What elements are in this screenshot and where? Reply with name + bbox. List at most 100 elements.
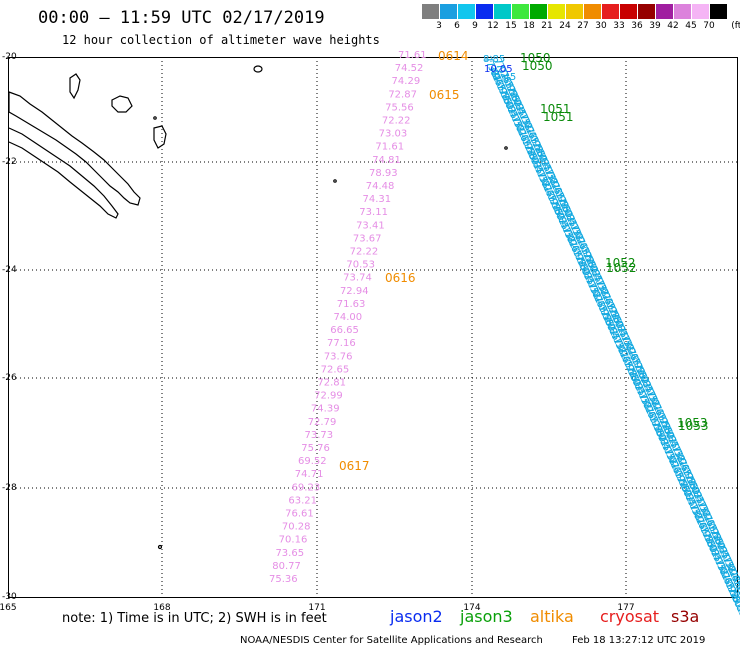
- altika-swh-value: 74.48: [366, 181, 395, 192]
- island-north: [69, 73, 81, 100]
- altika-swh-value: 72.99: [314, 391, 343, 402]
- credit-text: NOAA/NESDIS Center for Satellite Applica…: [240, 635, 543, 646]
- coastline: [8, 65, 508, 550]
- page-subtitle: 12 hour collection of altimeter wave hei…: [62, 33, 380, 47]
- legend-swatch: [512, 4, 530, 19]
- legend-swatch: [440, 4, 458, 19]
- altika-swh-value: 74.00: [334, 312, 363, 323]
- legend-label: 24: [559, 21, 571, 31]
- altika-swh-value: 75.56: [385, 102, 414, 113]
- altika-swh-value: 77.16: [327, 338, 356, 349]
- lon-label: 165: [0, 603, 17, 613]
- altika-time-label: 0616: [385, 271, 416, 285]
- jason3-time-label: 1053: [677, 416, 708, 430]
- lon-label: 171: [308, 603, 326, 613]
- jason3-time-label: 1050: [522, 59, 553, 73]
- lat-label: -22: [2, 157, 17, 167]
- sat-s3a: s3a: [671, 607, 700, 626]
- altika-swh-value: 75.36: [269, 574, 298, 585]
- altika-swh-value: 72.65: [321, 364, 350, 375]
- jason3-time-label: 1052: [605, 256, 636, 270]
- altika-swh-value: 71.61: [375, 142, 404, 153]
- lat-label: -28: [2, 483, 17, 493]
- generated-timestamp: Feb 18 13:27:12 UTC 2019: [572, 635, 706, 646]
- altika-swh-value: 73.73: [304, 430, 333, 441]
- legend-swatch: [638, 4, 656, 19]
- altika-swh-value: 74.52: [395, 63, 424, 74]
- swh-value-label: 6.85: [729, 595, 740, 620]
- altika-swh-value: 71.63: [337, 299, 366, 310]
- jason2-swh-value: 8.85: [483, 54, 505, 65]
- sat-jason3: jason3: [460, 607, 513, 626]
- jason2-swh-value: 10.05: [484, 64, 513, 75]
- legend-label: 30: [595, 21, 607, 31]
- altika-swh-value: 74.39: [311, 404, 340, 415]
- legend-swatch: [674, 4, 692, 19]
- altika-swh-value: 72.79: [308, 417, 337, 428]
- island-small-4: [504, 146, 508, 150]
- altika-swh-value: 69.23: [292, 482, 321, 493]
- new-caledonia-coast-inner: [8, 127, 119, 219]
- lat-label: -26: [2, 373, 17, 383]
- altika-time-label: 0615: [429, 88, 460, 102]
- island-loyalty-2: [153, 125, 167, 149]
- island-loyalty-1: [111, 95, 133, 113]
- legend-label: 27: [577, 21, 589, 31]
- island-small-5: [157, 544, 163, 550]
- altika-swh-value: 73.74: [343, 273, 372, 284]
- legend-swatch: [494, 4, 512, 19]
- legend-swatch: [656, 4, 674, 19]
- altika-swh-value: 63.21: [288, 495, 317, 506]
- altika-swh-value: 74.31: [363, 194, 392, 205]
- legend-label: 42: [667, 21, 679, 31]
- swh-value-label: 6.98: [729, 574, 740, 599]
- legend-swatch: [620, 4, 638, 19]
- jason-swh-track: 7.387.017.017.237.237.457.457.127.126.98…: [481, 55, 740, 622]
- lon-label: 168: [153, 603, 171, 613]
- legend-swatch: [458, 4, 476, 19]
- altika-swh-value: 73.76: [324, 351, 353, 362]
- swh-value-label: 7.55: [731, 578, 740, 603]
- legend-label: 6: [454, 21, 460, 31]
- altika-swh-value: 73.67: [353, 233, 382, 244]
- legend-swatch: [602, 4, 620, 19]
- jason3-time-label: 1052: [606, 261, 637, 275]
- legend-swatch: [530, 4, 548, 19]
- altika-swh-value: 70.16: [279, 535, 308, 546]
- altika-swh-value: 73.03: [379, 129, 408, 140]
- legend-label: 21: [541, 21, 553, 31]
- altika-swh-value: 72.81: [317, 378, 346, 389]
- altika-swh-value: 73.41: [356, 220, 385, 231]
- legend-label: 45: [685, 21, 697, 31]
- altika-swh-value: 76.61: [285, 509, 314, 520]
- altika-swh-value: 73.11: [359, 207, 388, 218]
- legend-swatch: [476, 4, 494, 19]
- sat-cryosat: cryosat: [600, 607, 660, 626]
- altika-swh-value: 80.77: [272, 561, 301, 572]
- altika-swh-value: 72.22: [350, 247, 379, 258]
- jason2-swh-value: 9.45: [494, 72, 516, 83]
- lat-label: -20: [2, 52, 17, 62]
- map-frame: [8, 57, 738, 598]
- legend-swatch: [710, 4, 728, 19]
- island-small-2: [153, 116, 157, 120]
- legend-label: 15: [505, 21, 517, 31]
- lat-label: -24: [2, 265, 17, 275]
- footer-note: note: 1) Time is in UTC; 2) SWH is in fe…: [62, 611, 327, 626]
- legend-swatch: [422, 4, 440, 19]
- altika-swh-value: 70.53: [346, 260, 375, 271]
- altika-swh-value: 74.71: [295, 469, 324, 480]
- sat-jason2: jason2: [390, 607, 443, 626]
- altika-swh-value: 72.22: [382, 116, 411, 127]
- legend-label: 39: [649, 21, 661, 31]
- altika-swh-value: 78.93: [369, 168, 398, 179]
- jason3-time-label: 1053: [678, 419, 709, 433]
- altika-swh-value: 72.94: [340, 286, 369, 297]
- legend-label: 12: [487, 21, 499, 31]
- legend-label: 70: [703, 21, 715, 31]
- altika-time-label: 0617: [339, 459, 370, 473]
